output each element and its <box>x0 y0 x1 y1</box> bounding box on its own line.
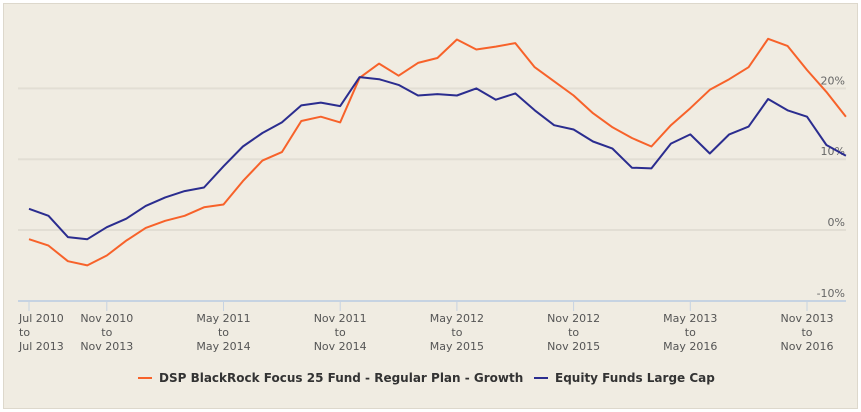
x-tick-label: to <box>218 326 229 339</box>
y-tick-label: -10% <box>817 287 845 300</box>
x-tick-label: Nov 2011 <box>314 312 367 325</box>
x-tick-label: to <box>451 326 462 339</box>
x-tick-label: May 2011 <box>196 312 250 325</box>
chart-container: 20% 10% 0% -10% Jul 2010 to Jul 2013 Nov 2010 t… <box>3 3 858 409</box>
x-tick-label: Jul 2010 <box>18 312 64 325</box>
x-tick-label: to <box>685 326 696 339</box>
x-tick-label: to <box>335 326 346 339</box>
x-tick-label: May 2016 <box>663 340 717 353</box>
legend-label: DSP BlackRock Focus 25 Fund - Regular Pl… <box>159 371 523 385</box>
legend-item[interactable]: DSP BlackRock Focus 25 Fund - Regular Pl… <box>138 371 523 385</box>
y-tick-label: 10% <box>821 145 845 158</box>
x-tick-label: Nov 2010 <box>80 312 133 325</box>
legend-label: Equity Funds Large Cap <box>555 371 715 385</box>
x-tick-label: to <box>19 326 30 339</box>
x-tick-label: May 2012 <box>430 312 484 325</box>
x-tick-label: Nov 2012 <box>547 312 600 325</box>
x-tick-label: to <box>801 326 812 339</box>
x-tick-label: to <box>101 326 112 339</box>
y-tick-label: 20% <box>821 74 845 87</box>
series-line-dsp-blackrock-focus-25 <box>28 37 847 267</box>
legend-item[interactable]: Equity Funds Large Cap <box>534 371 715 385</box>
x-tick-label: Nov 2013 <box>80 340 133 353</box>
x-tick-label: May 2014 <box>196 340 250 353</box>
series-line-equity-funds-large-cap <box>28 76 847 241</box>
x-tick-label: Nov 2014 <box>314 340 367 353</box>
y-tick-label: 0% <box>828 216 845 229</box>
x-tick-label: May 2015 <box>430 340 484 353</box>
x-tick-label: Jul 2013 <box>18 340 64 353</box>
x-tick-label: to <box>568 326 579 339</box>
x-tick-label: Nov 2016 <box>781 340 834 353</box>
x-tick-label: Nov 2013 <box>781 312 834 325</box>
x-tick-label: Nov 2015 <box>547 340 600 353</box>
x-tick-label: May 2013 <box>663 312 717 325</box>
